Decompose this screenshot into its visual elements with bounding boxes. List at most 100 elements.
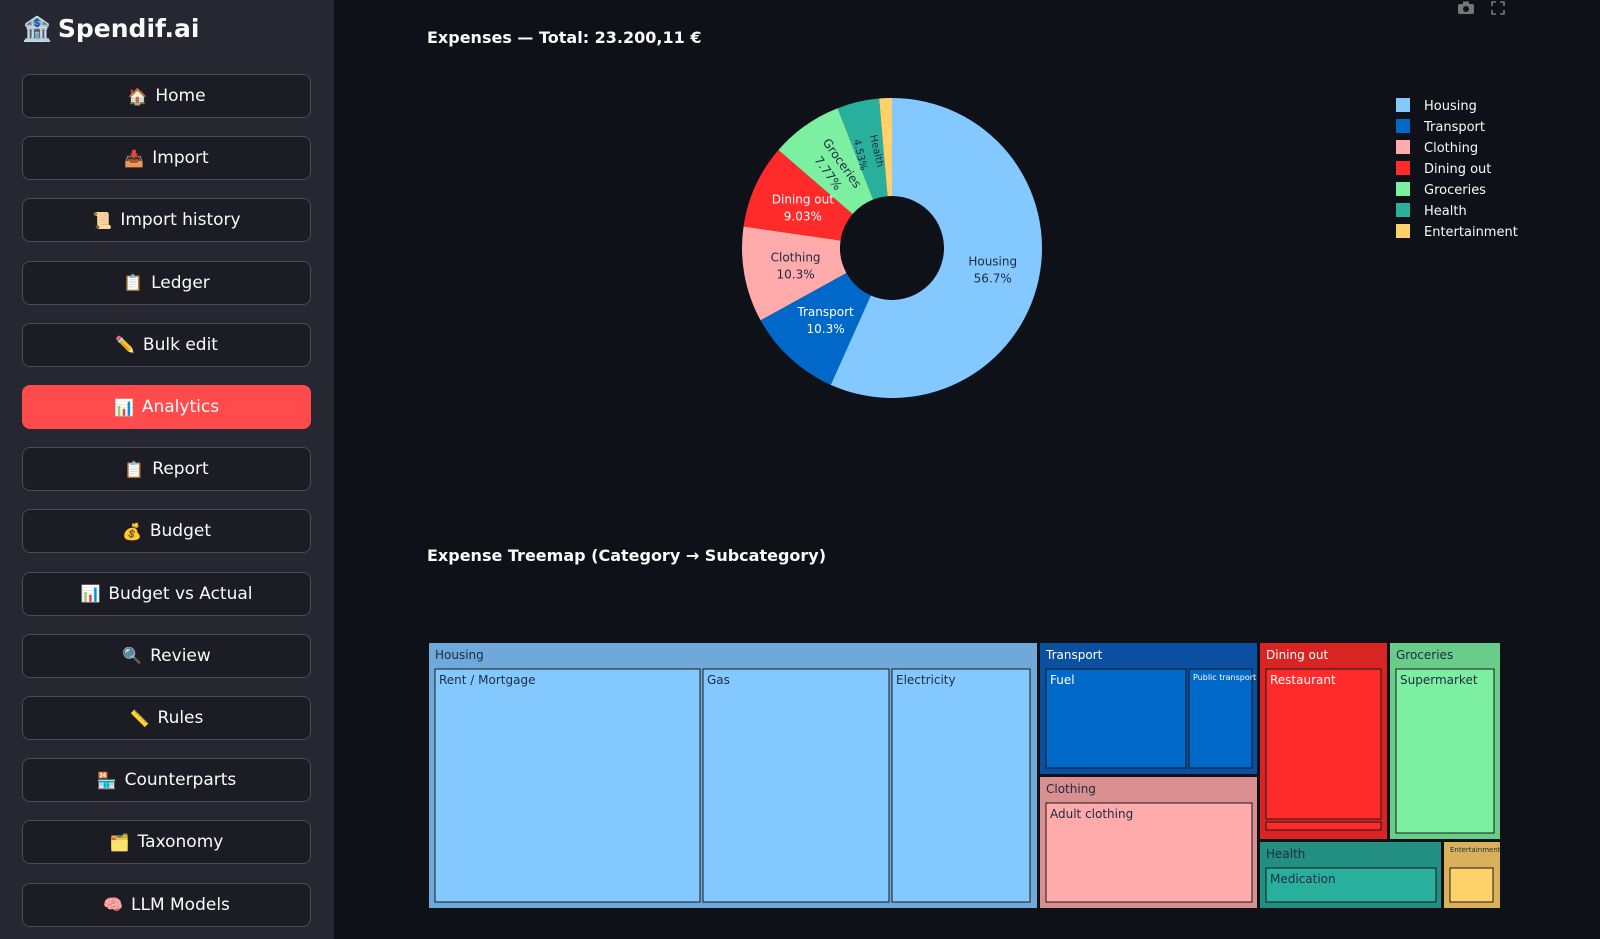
legend-item-transport[interactable]: Transport (1396, 119, 1485, 135)
treemap-cell-groceries[interactable]: Groceries Supermarket (1390, 643, 1500, 839)
treemap-cell-housing[interactable]: Housing Rent / Mortgage Gas Electricity (429, 643, 1037, 908)
sidebar-item-label: Review (150, 645, 211, 666)
sidebar-item-home[interactable]: 🏠 Home (22, 74, 311, 118)
taxonomy-icon: 🗂️ (109, 832, 130, 852)
legend-item-groceries[interactable]: Groceries (1396, 182, 1486, 198)
legend-item-health[interactable]: Health (1396, 203, 1467, 219)
pie-slice-housing[interactable] (830, 98, 1042, 399)
treemap-cell-health[interactable]: Health Medication (1260, 842, 1441, 908)
sidebar-item-label: Home (155, 86, 206, 106)
pie-label-housing: Housing 56.7% (968, 255, 1017, 286)
pie-slice-health[interactable] (837, 98, 888, 200)
legend-swatch (1396, 98, 1410, 112)
treemap-subcategory-box (891, 668, 1031, 903)
pie-label-percent: 10.3% (807, 322, 845, 336)
sidebar-item-budget[interactable]: 💰 Budget (22, 509, 311, 554)
treemap-subcell-restaurant[interactable]: Restaurant (1265, 668, 1382, 820)
treemap-subcategory-label: Adult clothing (1050, 807, 1133, 821)
sidebar-item-review[interactable]: 🔍 Review (22, 633, 311, 678)
sidebar-item-report[interactable]: 📋 Report (22, 447, 311, 492)
sidebar-item-counterparts[interactable]: 🏪 Counterparts (22, 758, 311, 803)
treemap-category-label: Transport (1045, 648, 1103, 662)
treemap-cell-clothing[interactable]: Clothing Adult clothing (1040, 777, 1257, 908)
treemap-category-label: Entertainment (1450, 846, 1501, 854)
sidebar-item-import-history[interactable]: 📜 Import history (22, 198, 311, 243)
treemap-subcategory-box (702, 668, 890, 903)
treemap-subcategory-box (1395, 668, 1495, 834)
treemap-subcell-electricity[interactable]: Electricity (891, 668, 1031, 903)
import-icon: 📥 (124, 148, 145, 168)
sidebar-item-budget-vs-actual[interactable]: 📊 Budget vs Actual (22, 571, 311, 616)
treemap-title: Expense Treemap (Category → Subcategory) (427, 546, 827, 565)
legend-swatch (1396, 224, 1410, 238)
legend-item-clothing[interactable]: Clothing (1396, 140, 1478, 156)
rules-icon: 📏 (129, 708, 150, 728)
pie-label-percent: 10.3% (777, 267, 815, 281)
treemap-subcategory-label: Medication (1270, 872, 1336, 886)
pie-label-percent: 56.7% (974, 272, 1012, 286)
app-brand[interactable]: 🏦 Spendif.ai (22, 14, 199, 43)
pie-label-name: Dining out (772, 192, 834, 206)
fullscreen-icon[interactable] (1491, 0, 1505, 19)
pie-label-name: Housing (968, 255, 1017, 269)
pie-label-name: Transport (796, 305, 854, 319)
sidebar-item-label: Ledger (151, 272, 210, 293)
treemap-subcell-fuel[interactable]: Fuel (1045, 668, 1187, 769)
sidebar-item-rules[interactable]: 📏 Rules (22, 696, 311, 740)
legend-swatch (1396, 119, 1410, 133)
bank-icon: 🏦 (22, 14, 52, 43)
legend-item-housing[interactable]: Housing (1396, 98, 1477, 114)
legend-swatch (1396, 203, 1410, 217)
sidebar-item-label: Import history (120, 210, 241, 231)
counterparts-icon: 🏪 (96, 770, 117, 790)
legend-label: Dining out (1424, 162, 1491, 177)
treemap-cell-dining-out[interactable]: Dining out Restaurant (1260, 643, 1387, 839)
sidebar-item-ledger[interactable]: 📋 Ledger (22, 260, 311, 305)
pie-chart-title: Expenses — Total: 23.200,11 € (427, 28, 702, 47)
camera-icon[interactable] (1457, 0, 1475, 19)
sidebar-item-label: Report (152, 459, 209, 480)
treemap-subcategory-box (1045, 802, 1253, 903)
treemap-subcategory-label: Fuel (1050, 673, 1075, 687)
legend-item-entertainment[interactable]: Entertainment (1396, 224, 1518, 240)
treemap-category-label: Groceries (1396, 648, 1453, 662)
treemap-subcategory-label: Restaurant (1270, 673, 1336, 687)
pie-label-dining-out: Dining out 9.03% (772, 192, 834, 223)
treemap-subcell-gas[interactable]: Gas (702, 668, 890, 903)
treemap-subcategory-box (1265, 867, 1437, 903)
treemap-subcell-supermarket[interactable]: Supermarket (1395, 668, 1495, 834)
sidebar-item-analytics[interactable]: 📊 Analytics (22, 385, 311, 429)
sidebar-item-llm-models[interactable]: 🧠 LLM Models (22, 882, 311, 927)
treemap-subcategory-label: Electricity (896, 673, 956, 687)
treemap-subcell-medication[interactable]: Medication (1265, 867, 1437, 903)
chart-toolbar (1457, 0, 1505, 19)
legend-item-dining-out[interactable]: Dining out (1396, 161, 1491, 177)
pie-slice-transport[interactable] (760, 273, 871, 385)
sidebar-item-label: Counterparts (124, 770, 237, 791)
treemap-chart: Housing Rent / Mortgage Gas Electricity Tran… (429, 643, 1501, 908)
legend-swatch (1396, 161, 1410, 175)
legend-label: Entertainment (1424, 225, 1518, 240)
pie-label-transport: Transport 10.3% (796, 305, 854, 336)
treemap-cell-transport[interactable]: Transport Fuel Public transport (1040, 643, 1257, 774)
treemap-subcell-rent-mortgage[interactable]: Rent / Mortgage (434, 668, 701, 903)
sidebar-item-label: Budget vs Actual (108, 583, 253, 604)
sidebar-item-bulk-edit[interactable]: ✏️ Bulk edit (22, 322, 311, 367)
sidebar-item-taxonomy[interactable]: 🗂️ Taxonomy (22, 820, 311, 865)
home-icon: 🏠 (127, 86, 148, 106)
treemap-subcell-public-transport[interactable]: Public transport (1188, 668, 1256, 769)
treemap-category-label: Clothing (1046, 782, 1096, 796)
treemap-subcategory-box (1265, 821, 1382, 831)
legend-label: Transport (1423, 120, 1485, 135)
pie-slice-clothing[interactable] (742, 226, 847, 321)
legend-label: Health (1424, 204, 1467, 219)
bulk-edit-icon: ✏️ (115, 335, 135, 355)
main-content: Expenses — Total: 23.200,11 € Housing 56.… (334, 0, 1600, 939)
treemap-subcell-adult-clothing[interactable]: Adult clothing (1045, 802, 1253, 903)
treemap-cell-entertainment[interactable]: Entertainment (1444, 842, 1501, 908)
pie-slice-groceries[interactable] (778, 108, 874, 215)
sidebar-item-import[interactable]: 📥 Import (22, 136, 311, 181)
pie-slice-dining-out[interactable] (743, 150, 853, 241)
pie-slice-entertainment[interactable] (879, 98, 892, 197)
treemap-subcategory-box (1265, 668, 1382, 820)
